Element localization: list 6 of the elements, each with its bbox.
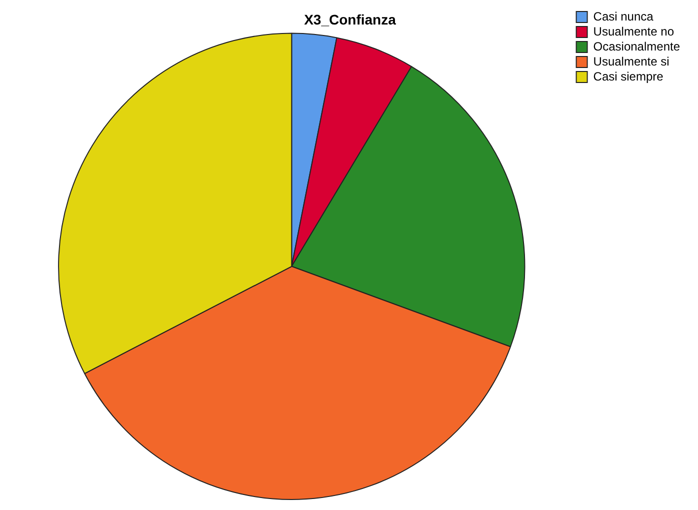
- legend-label: Casi nunca: [593, 9, 654, 24]
- chart-title: X3_Confianza: [304, 11, 396, 28]
- legend-label: Casi siempre: [593, 69, 664, 84]
- legend-label: Usualmente no: [593, 24, 674, 38]
- legend-label: Ocasionalmente: [593, 39, 680, 54]
- legend-label: Usualmente si: [593, 54, 670, 68]
